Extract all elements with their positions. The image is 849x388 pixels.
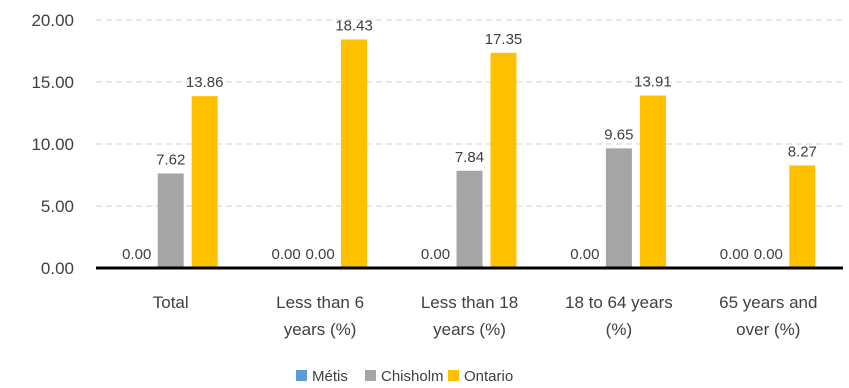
legend-swatch <box>296 370 307 381</box>
y-tick-label: 5.00 <box>41 197 74 216</box>
y-tick-label: 0.00 <box>41 259 74 278</box>
x-axis: Total Less than 6 years (%) Less than 18 yea… <box>153 293 818 339</box>
bar-ontario <box>639 95 666 269</box>
data-label: 0.00 <box>421 246 450 263</box>
data-label: 17.35 <box>485 31 523 48</box>
data-label: 0.00 <box>570 246 599 263</box>
bar-chisholm <box>605 148 632 268</box>
data-label: 18.43 <box>335 17 373 34</box>
data-label: 7.62 <box>156 152 185 169</box>
category-label: years (%) <box>433 320 506 339</box>
data-label: 0.00 <box>271 246 300 263</box>
data-label: 0.00 <box>720 246 749 263</box>
category-label: Less than 6 <box>276 293 364 312</box>
category-label: over (%) <box>736 320 800 339</box>
y-axis: 0.00 5.00 10.00 15.00 20.00 <box>31 11 74 278</box>
legend: Métis Chisholm Ontario <box>296 368 513 385</box>
legend-label: Chisholm <box>381 368 444 385</box>
bar-ontario <box>341 39 368 268</box>
bars <box>157 39 816 269</box>
category-label: Less than 18 <box>421 293 518 312</box>
legend-swatch <box>448 370 459 381</box>
legend-label: Ontario <box>464 368 513 385</box>
data-label: 0.00 <box>122 246 151 263</box>
data-label: 0.00 <box>754 246 783 263</box>
data-labels: 0.00 0.00 0.00 0.00 0.00 7.62 0.00 7.84 9.65 0.00… <box>122 17 817 263</box>
legend-label: Métis <box>312 368 348 385</box>
bar-chisholm <box>456 170 483 268</box>
category-label: 65 years and <box>719 293 817 312</box>
data-label: 7.84 <box>455 149 484 166</box>
y-tick-label: 10.00 <box>31 135 74 154</box>
bar-chisholm <box>157 173 184 268</box>
data-label: 0.00 <box>305 246 334 263</box>
category-label: (%) <box>606 320 632 339</box>
category-label: years (%) <box>284 320 357 339</box>
bar-ontario <box>191 96 218 268</box>
data-label: 9.65 <box>604 126 633 143</box>
category-label: 18 to 64 years <box>565 293 673 312</box>
data-label: 8.27 <box>788 143 817 160</box>
bar-ontario <box>490 52 517 268</box>
bar-ontario <box>789 165 816 268</box>
data-label: 13.86 <box>186 74 224 91</box>
category-label: Total <box>153 293 189 312</box>
legend-swatch <box>365 370 376 381</box>
data-label: 13.91 <box>634 74 672 91</box>
y-tick-label: 20.00 <box>31 11 74 30</box>
y-tick-label: 15.00 <box>31 73 74 92</box>
